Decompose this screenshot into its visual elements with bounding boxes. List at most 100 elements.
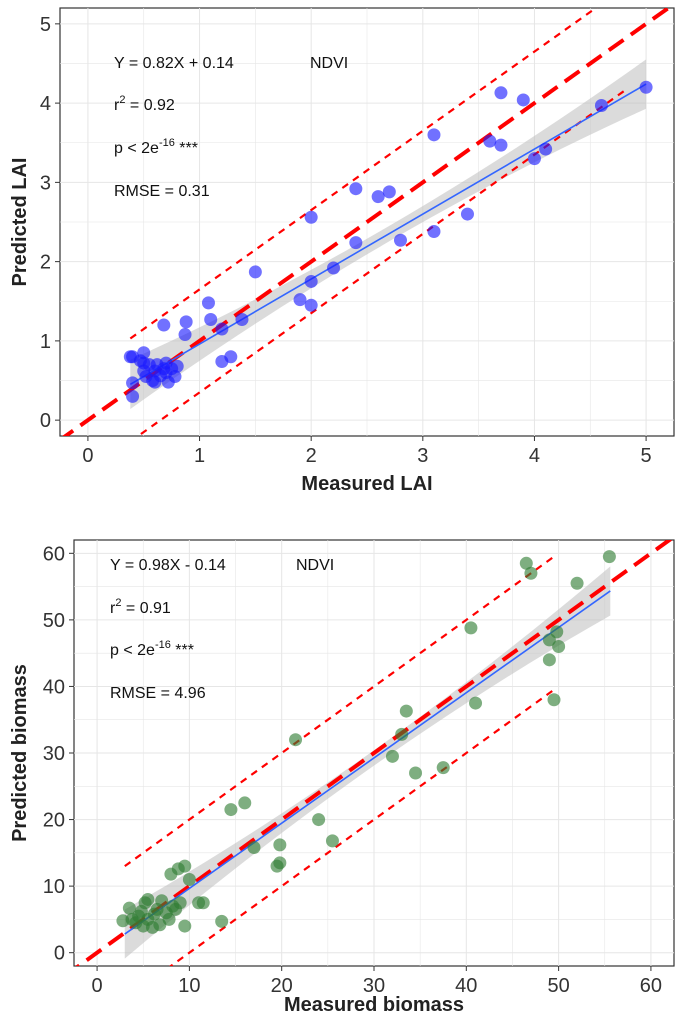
data-point xyxy=(215,322,229,336)
reference-lines xyxy=(75,540,673,966)
data-point xyxy=(349,182,363,196)
data-point xyxy=(409,766,423,780)
x-tick-label: 40 xyxy=(455,975,477,997)
equation-label: Y = 0.82X + 0.14 xyxy=(114,55,234,72)
regression-line xyxy=(124,590,611,935)
data-point xyxy=(547,693,561,707)
r2-label: r2 = 0.91 xyxy=(110,597,171,617)
x-tick-label: 50 xyxy=(547,975,569,997)
data-point xyxy=(460,207,474,221)
data-point xyxy=(427,128,441,142)
x-tick-label: 0 xyxy=(92,975,103,997)
y-tick-label: 0 xyxy=(40,410,51,432)
y-axis-title: Predicted LAI xyxy=(9,158,31,287)
data-point xyxy=(542,653,556,667)
y-tick-label: 50 xyxy=(43,610,65,632)
index-label: NDVI xyxy=(310,55,348,72)
equation-label: Y = 0.98X - 0.14 xyxy=(110,557,226,574)
index-label: NDVI xyxy=(296,557,334,574)
p-value-label: p < 2e-16 *** xyxy=(110,639,194,659)
biomass-scatter-chart: 0 10 20 30 40 50 60 0 10 20 30 40 50 60 Measured biom… xyxy=(9,539,675,1016)
x-tick-label: 5 xyxy=(641,445,652,467)
data-point xyxy=(215,914,229,928)
y-tick-label: 3 xyxy=(40,172,51,194)
data-point xyxy=(304,274,318,288)
data-point xyxy=(201,296,215,310)
x-tick-label: 2 xyxy=(306,445,317,467)
data-point xyxy=(570,576,584,590)
y-tick-label: 4 xyxy=(40,93,51,115)
data-point xyxy=(527,152,541,166)
p-value-label: p < 2e-16 *** xyxy=(114,137,198,157)
axis-ticks: 0 1 2 3 4 5 0 1 2 3 4 5 xyxy=(40,14,652,467)
data-point xyxy=(137,346,151,360)
data-point xyxy=(539,142,553,156)
data-point xyxy=(155,894,169,908)
data-point xyxy=(602,550,616,564)
data-point xyxy=(436,761,450,775)
y-tick-label: 2 xyxy=(40,252,51,274)
data-point xyxy=(483,134,497,148)
data-point xyxy=(178,328,192,342)
data-point xyxy=(179,315,193,329)
data-point xyxy=(639,80,653,94)
data-point xyxy=(519,556,533,570)
data-point xyxy=(552,640,566,653)
x-tick-label: 10 xyxy=(178,975,200,997)
data-point xyxy=(273,838,287,852)
data-point xyxy=(524,566,538,580)
data-points xyxy=(123,80,653,403)
data-point xyxy=(399,704,413,718)
data-point xyxy=(235,312,249,326)
data-point xyxy=(550,625,564,639)
lower-bound-line xyxy=(136,90,625,436)
x-tick-label: 60 xyxy=(640,975,662,997)
data-point xyxy=(325,834,339,848)
data-point xyxy=(182,872,196,886)
data-point xyxy=(293,293,307,307)
data-point xyxy=(494,138,508,152)
x-axis-title: Measured biomass xyxy=(284,994,464,1016)
lower-bound-line xyxy=(169,688,555,966)
y-tick-label: 40 xyxy=(43,676,65,698)
data-point xyxy=(126,376,140,390)
grid-lines xyxy=(60,8,674,436)
rmse-label: RMSE = 4.96 xyxy=(110,685,206,702)
r2-label: r2 = 0.92 xyxy=(114,94,175,114)
data-points xyxy=(116,550,616,934)
data-point xyxy=(178,919,192,933)
data-point xyxy=(248,265,262,279)
data-point xyxy=(464,621,478,635)
data-point xyxy=(469,696,483,710)
data-point xyxy=(162,912,176,926)
data-point xyxy=(327,261,341,275)
y-tick-label: 0 xyxy=(54,943,65,965)
data-point xyxy=(427,225,441,239)
data-point xyxy=(382,185,396,199)
x-axis-title: Measured LAI xyxy=(301,473,432,495)
regression-line xyxy=(129,83,647,386)
data-point xyxy=(196,896,210,910)
data-point xyxy=(122,901,136,915)
rmse-label: RMSE = 0.31 xyxy=(114,183,210,200)
one-to-one-line xyxy=(75,540,673,966)
axis-ticks: 0 10 20 30 40 50 60 0 10 20 30 40 50 60 xyxy=(43,543,662,997)
data-point xyxy=(349,236,363,250)
upper-bound-line xyxy=(124,555,555,868)
data-point xyxy=(273,856,287,870)
data-point xyxy=(141,892,155,906)
data-point xyxy=(170,359,184,373)
data-point xyxy=(395,727,409,741)
data-point xyxy=(157,318,171,332)
data-point xyxy=(516,93,530,107)
data-point xyxy=(304,210,318,224)
data-point xyxy=(238,796,252,810)
data-point xyxy=(178,859,192,873)
data-point xyxy=(224,803,238,817)
data-point xyxy=(126,389,140,403)
data-point xyxy=(173,896,187,910)
x-tick-label: 3 xyxy=(417,445,428,467)
data-point xyxy=(312,813,326,827)
data-point xyxy=(168,370,182,384)
